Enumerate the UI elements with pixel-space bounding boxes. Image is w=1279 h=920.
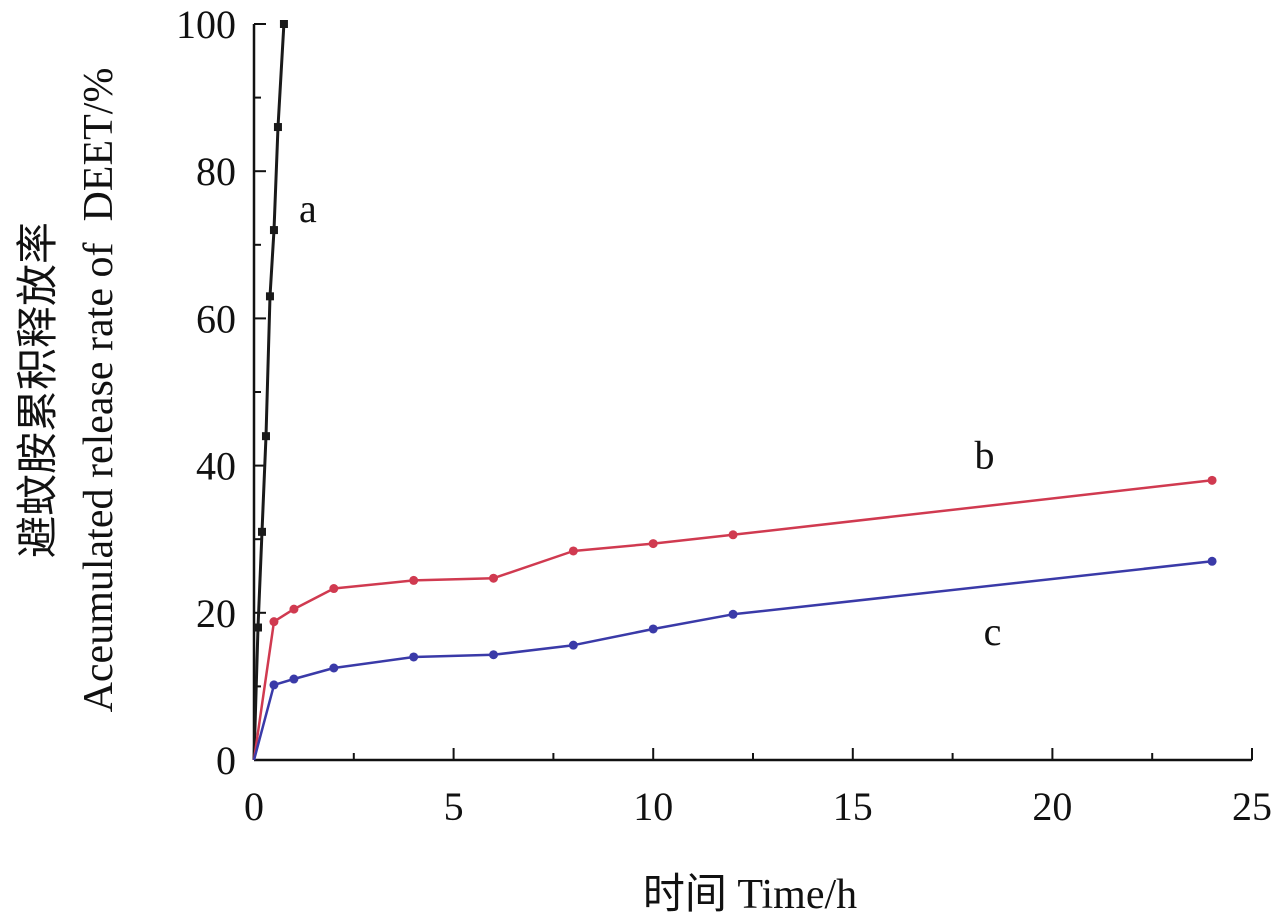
data-point-c [329,663,339,673]
x-tick-label: 5 [444,784,464,829]
series-label-c: c [984,609,1002,654]
data-point-a [261,432,270,441]
axes: 0 5 10 15 20 25 0 20 40 60 80 100 [176,2,1272,829]
series-line-b [252,479,1213,761]
data-point-c [1207,556,1217,566]
x-tick-label: 25 [1232,784,1272,829]
data-point-c [489,650,499,660]
data-point-b [728,530,738,540]
series-line-a [252,23,286,761]
data-point-b [1207,475,1217,485]
series-c [252,556,1217,761]
data-point-b [409,575,419,585]
data-point-c [568,640,578,650]
labels-layer: a b c [299,186,1001,654]
y-tick-label: 100 [176,2,236,47]
data-point-a [273,123,282,132]
x-tick-label: 15 [833,784,873,829]
data-point-a [265,292,274,301]
y-axis-title-cn: 避蚊胺累积释放率 [15,222,62,558]
y-axis-title-en: Aceumulated release rate of DEET/% [76,68,122,713]
data-point-b [289,604,299,614]
x-tick-label: 10 [633,784,673,829]
y-tick-label: 60 [196,296,236,341]
y-tick-label: 80 [196,149,236,194]
y-tick-label: 40 [196,444,236,489]
data-point-b [648,539,658,549]
data-point-c [648,624,658,634]
data-point-b [489,573,499,583]
y-tick-label: 0 [216,738,236,783]
x-axis-title: 时间 Time/h [643,872,857,918]
data-point-b [568,546,578,556]
series-label-a: a [299,186,317,231]
x-tick-label: 20 [1032,784,1072,829]
data-point-b [329,584,339,594]
y-tick-label: 20 [196,591,236,636]
data-point-a [269,226,278,235]
data-point-c [289,674,299,684]
data-point-a [279,20,288,28]
data-point-c [269,680,279,690]
data-point-c [409,652,419,662]
data-point-a [253,623,262,632]
series-layer [252,20,1217,761]
series-label-b: b [975,433,995,478]
series-a [252,20,288,761]
x-tick-label: 0 [244,784,264,829]
data-point-b [269,617,279,627]
series-b [252,475,1217,761]
data-point-c [728,609,738,619]
data-point-a [257,527,266,536]
series-line-c [252,560,1213,761]
